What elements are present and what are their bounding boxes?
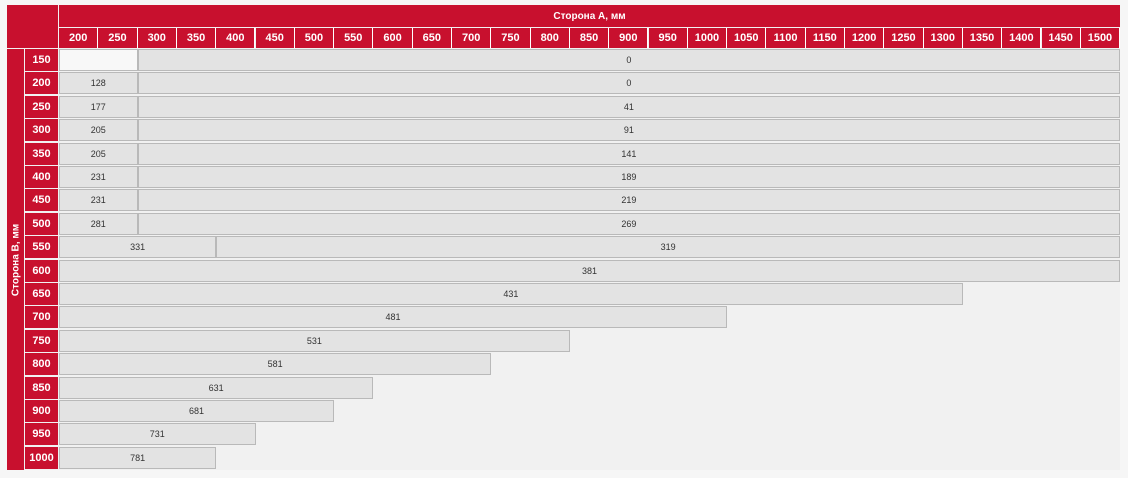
row-header: 600	[25, 259, 58, 282]
column-header: 850	[569, 28, 610, 48]
table-cell: 205	[59, 119, 138, 142]
table-cell: 431	[59, 283, 963, 305]
table-cell: 231	[59, 189, 138, 212]
table-cell: 631	[59, 376, 374, 399]
row-header: 850	[25, 376, 58, 399]
row-header: 750	[25, 329, 58, 352]
table-cell: 141	[137, 142, 1121, 165]
row-header: 550	[25, 236, 58, 259]
row-header: 500	[25, 212, 58, 235]
table-cell: 681	[59, 400, 335, 422]
table-cell: 0	[137, 72, 1121, 95]
column-header: 1200	[845, 28, 885, 48]
table-cell: 331	[59, 236, 217, 259]
column-header: 1450	[1041, 28, 1081, 48]
column-header: 1500	[1080, 28, 1121, 48]
table-cell: 0	[137, 49, 1121, 71]
table-cell: 205	[59, 142, 138, 165]
table-cell: 177	[59, 95, 138, 118]
table-cell: 781	[59, 446, 217, 469]
column-header: 700	[452, 28, 492, 48]
column-header: 600	[373, 28, 413, 48]
row-header: 900	[25, 400, 58, 422]
table-cell: 231	[59, 166, 138, 188]
row-header: 700	[25, 306, 58, 329]
column-header: 1350	[962, 28, 1003, 48]
table-cell: 581	[59, 353, 492, 376]
table-cell: 531	[59, 329, 570, 352]
table-corner	[7, 5, 58, 48]
row-header: 650	[25, 283, 58, 305]
side-b-header: Сторона В, мм	[7, 49, 24, 470]
column-header: 200	[59, 28, 99, 48]
table-cell: 731	[59, 423, 256, 446]
column-header: 1400	[1002, 28, 1042, 48]
column-header: 650	[412, 28, 452, 48]
row-header: 350	[25, 142, 58, 165]
row-header: 200	[25, 72, 58, 95]
row-header: 300	[25, 119, 58, 142]
side-a-header: Сторона А, мм	[59, 5, 1120, 27]
dimensions-table: Сторона А, мм Сторона В, мм 200 250 300 350…	[7, 5, 1121, 470]
row-header: 1000	[25, 446, 58, 469]
table-cell: 319	[216, 236, 1121, 259]
row-header: 800	[25, 353, 58, 376]
table-cell: 381	[59, 259, 1121, 282]
column-header: 1000	[687, 28, 728, 48]
row-header: 400	[25, 166, 58, 188]
column-header: 1250	[884, 28, 924, 48]
table-cell	[59, 49, 138, 71]
table-cell: 189	[137, 166, 1121, 188]
row-header: 250	[25, 95, 58, 118]
column-header: 1100	[766, 28, 806, 48]
table-cell: 219	[137, 189, 1121, 212]
side-b-label: Сторона В, мм	[10, 223, 21, 296]
column-header: 300	[137, 28, 177, 48]
column-header: 250	[98, 28, 138, 48]
column-header: 1300	[923, 28, 963, 48]
table-cell: 269	[137, 212, 1121, 235]
table-cell: 481	[59, 306, 728, 329]
column-header: 350	[176, 28, 217, 48]
column-header: 1050	[727, 28, 767, 48]
column-header: 550	[334, 28, 374, 48]
column-header: 750	[491, 28, 531, 48]
table-cell: 91	[137, 119, 1121, 142]
column-header: 450	[255, 28, 295, 48]
column-header: 950	[648, 28, 688, 48]
table-cell: 128	[59, 72, 138, 95]
column-header: 500	[294, 28, 335, 48]
row-header: 450	[25, 189, 58, 212]
row-header: 150	[25, 49, 58, 71]
column-header: 800	[530, 28, 570, 48]
column-header: 1150	[805, 28, 845, 48]
row-header: 950	[25, 423, 58, 446]
column-header: 900	[609, 28, 649, 48]
table-cell: 281	[59, 212, 138, 235]
column-header: 400	[216, 28, 256, 48]
table-cell: 41	[137, 95, 1121, 118]
